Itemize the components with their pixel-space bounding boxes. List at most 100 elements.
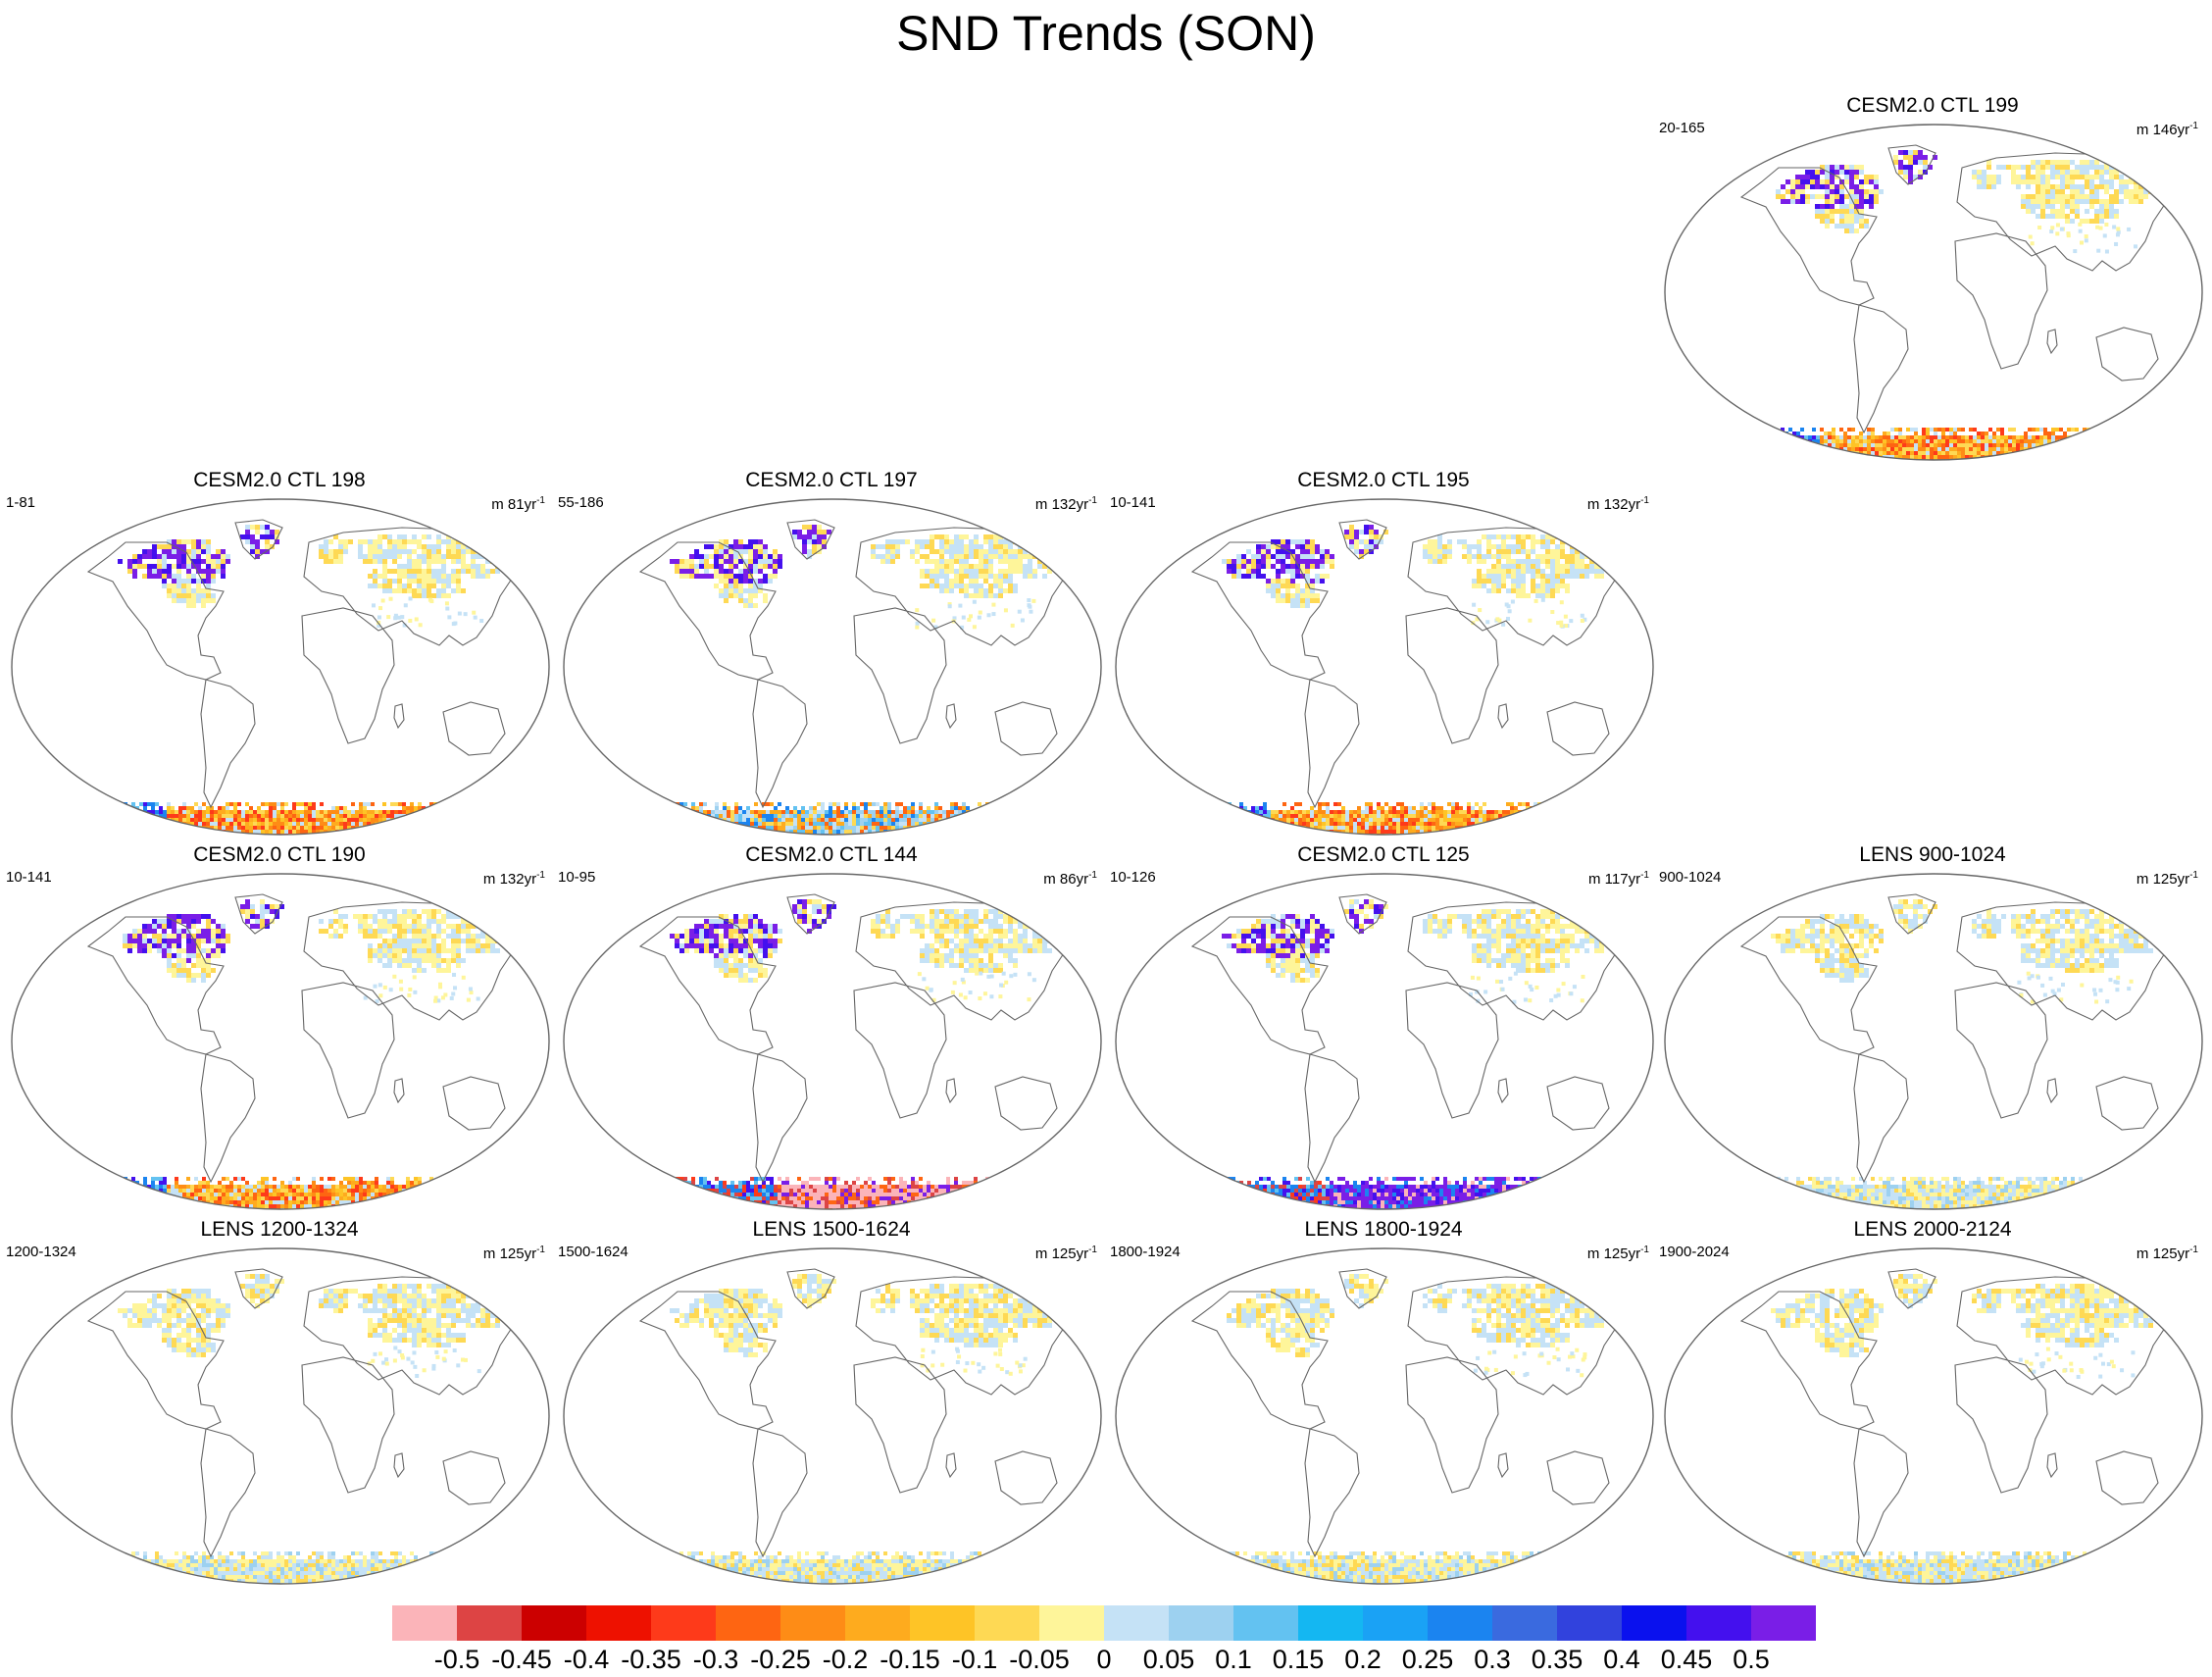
trend-cell xyxy=(429,826,433,830)
trend-cell xyxy=(797,810,801,814)
trend-cell xyxy=(1475,834,1479,835)
trend-cell xyxy=(343,826,347,830)
trend-cell xyxy=(339,822,343,826)
trend-cell xyxy=(1988,428,1992,432)
trend-cell xyxy=(2040,209,2045,214)
trend-cell xyxy=(1761,451,1765,455)
trend-cell xyxy=(2001,165,2006,170)
trend-cell xyxy=(237,810,241,814)
trend-cell xyxy=(1003,539,1008,544)
trend-cell xyxy=(1420,818,1424,822)
trend-cell xyxy=(407,539,412,544)
trend-cell xyxy=(131,822,135,826)
trend-cell xyxy=(1765,439,1769,443)
trend-cell xyxy=(1521,559,1526,564)
trend-cell xyxy=(1874,184,1879,189)
trend-cell xyxy=(2102,451,2106,455)
trend-cell xyxy=(304,802,308,806)
trend-cell xyxy=(2060,194,2065,199)
trend-cell xyxy=(774,814,778,818)
trend-cell xyxy=(1555,549,1560,554)
trend-cell xyxy=(2109,199,2114,204)
trend-cell xyxy=(1560,564,1565,569)
trend-cell xyxy=(978,834,981,835)
trend-cell xyxy=(1467,822,1471,826)
trend-cell xyxy=(1377,802,1381,806)
trend-cell xyxy=(261,826,265,830)
trend-cell xyxy=(742,818,746,822)
africa-outline xyxy=(853,607,947,744)
trend-cell xyxy=(2000,455,2004,459)
trend-cell xyxy=(422,588,427,593)
trend-cell xyxy=(1477,549,1482,554)
trend-cell xyxy=(1235,810,1239,814)
trend-cell xyxy=(206,924,211,929)
trend-cell xyxy=(1001,822,1005,826)
trend-cell xyxy=(181,929,186,934)
trend-cell xyxy=(1604,549,1609,554)
trend-cell xyxy=(1241,564,1246,569)
trend-cell xyxy=(1511,549,1516,554)
trend-cell xyxy=(934,579,939,584)
trend-cell xyxy=(821,814,825,818)
trend-cell xyxy=(724,554,729,559)
trend-cell xyxy=(2040,214,2045,219)
trend-cell xyxy=(1816,451,1820,455)
trend-cell xyxy=(699,818,703,822)
trend-cell xyxy=(127,569,132,574)
trend-cell xyxy=(699,830,703,834)
trend-cell xyxy=(237,826,241,830)
trend-cell xyxy=(1341,826,1345,830)
trend-cell xyxy=(923,810,927,814)
trend-cell xyxy=(753,584,758,588)
trend-cell xyxy=(320,814,324,818)
trend-cell xyxy=(1769,447,1773,451)
trend-cell xyxy=(1471,830,1475,834)
trend-cell xyxy=(1285,549,1290,554)
trend-cell xyxy=(1271,822,1275,826)
trend-cell xyxy=(1540,593,1545,598)
trend-cell xyxy=(959,554,964,559)
trend-cell xyxy=(723,834,727,835)
trend-cell xyxy=(1437,544,1442,549)
trend-cell xyxy=(1502,822,1506,826)
trend-cell xyxy=(1326,818,1330,822)
trend-cell xyxy=(1357,810,1361,814)
trend-cell xyxy=(1423,554,1428,559)
trend-cell xyxy=(1361,814,1365,818)
trend-cell xyxy=(1761,455,1765,459)
trend-cell xyxy=(1849,170,1854,175)
trend-cell xyxy=(472,610,477,615)
trend-cell xyxy=(821,810,825,814)
trend-cell xyxy=(176,554,181,559)
trend-cell xyxy=(1333,810,1337,814)
trend-cell xyxy=(2090,455,2094,459)
trend-cell xyxy=(1442,549,1447,554)
trend-cell xyxy=(2098,447,2102,451)
trend-cell xyxy=(724,579,729,584)
trend-cell xyxy=(292,822,296,826)
trend-cell xyxy=(163,814,167,818)
trend-cell xyxy=(974,830,978,834)
trend-cell xyxy=(1785,455,1788,459)
trend-cell xyxy=(1973,443,1977,447)
trend-cell xyxy=(1306,830,1310,834)
trend-cell xyxy=(1032,539,1037,544)
trend-cell xyxy=(137,929,142,934)
trend-cell xyxy=(1988,439,1992,443)
trend-cell xyxy=(1832,435,1835,439)
trend-cell xyxy=(1506,534,1511,539)
trend-cell xyxy=(746,814,750,818)
trend-cell xyxy=(1869,179,1874,184)
trend-cell xyxy=(2050,199,2055,204)
trend-cell xyxy=(988,554,993,559)
trend-cell xyxy=(727,814,730,818)
trend-cell xyxy=(1847,443,1851,447)
trend-cell xyxy=(167,919,172,924)
trend-cell xyxy=(1477,554,1482,559)
trend-cell xyxy=(152,929,157,934)
trend-cell xyxy=(1302,822,1306,826)
trend-cell xyxy=(1535,584,1540,588)
trend-cell xyxy=(1977,170,1982,175)
trend-cell xyxy=(441,810,445,814)
